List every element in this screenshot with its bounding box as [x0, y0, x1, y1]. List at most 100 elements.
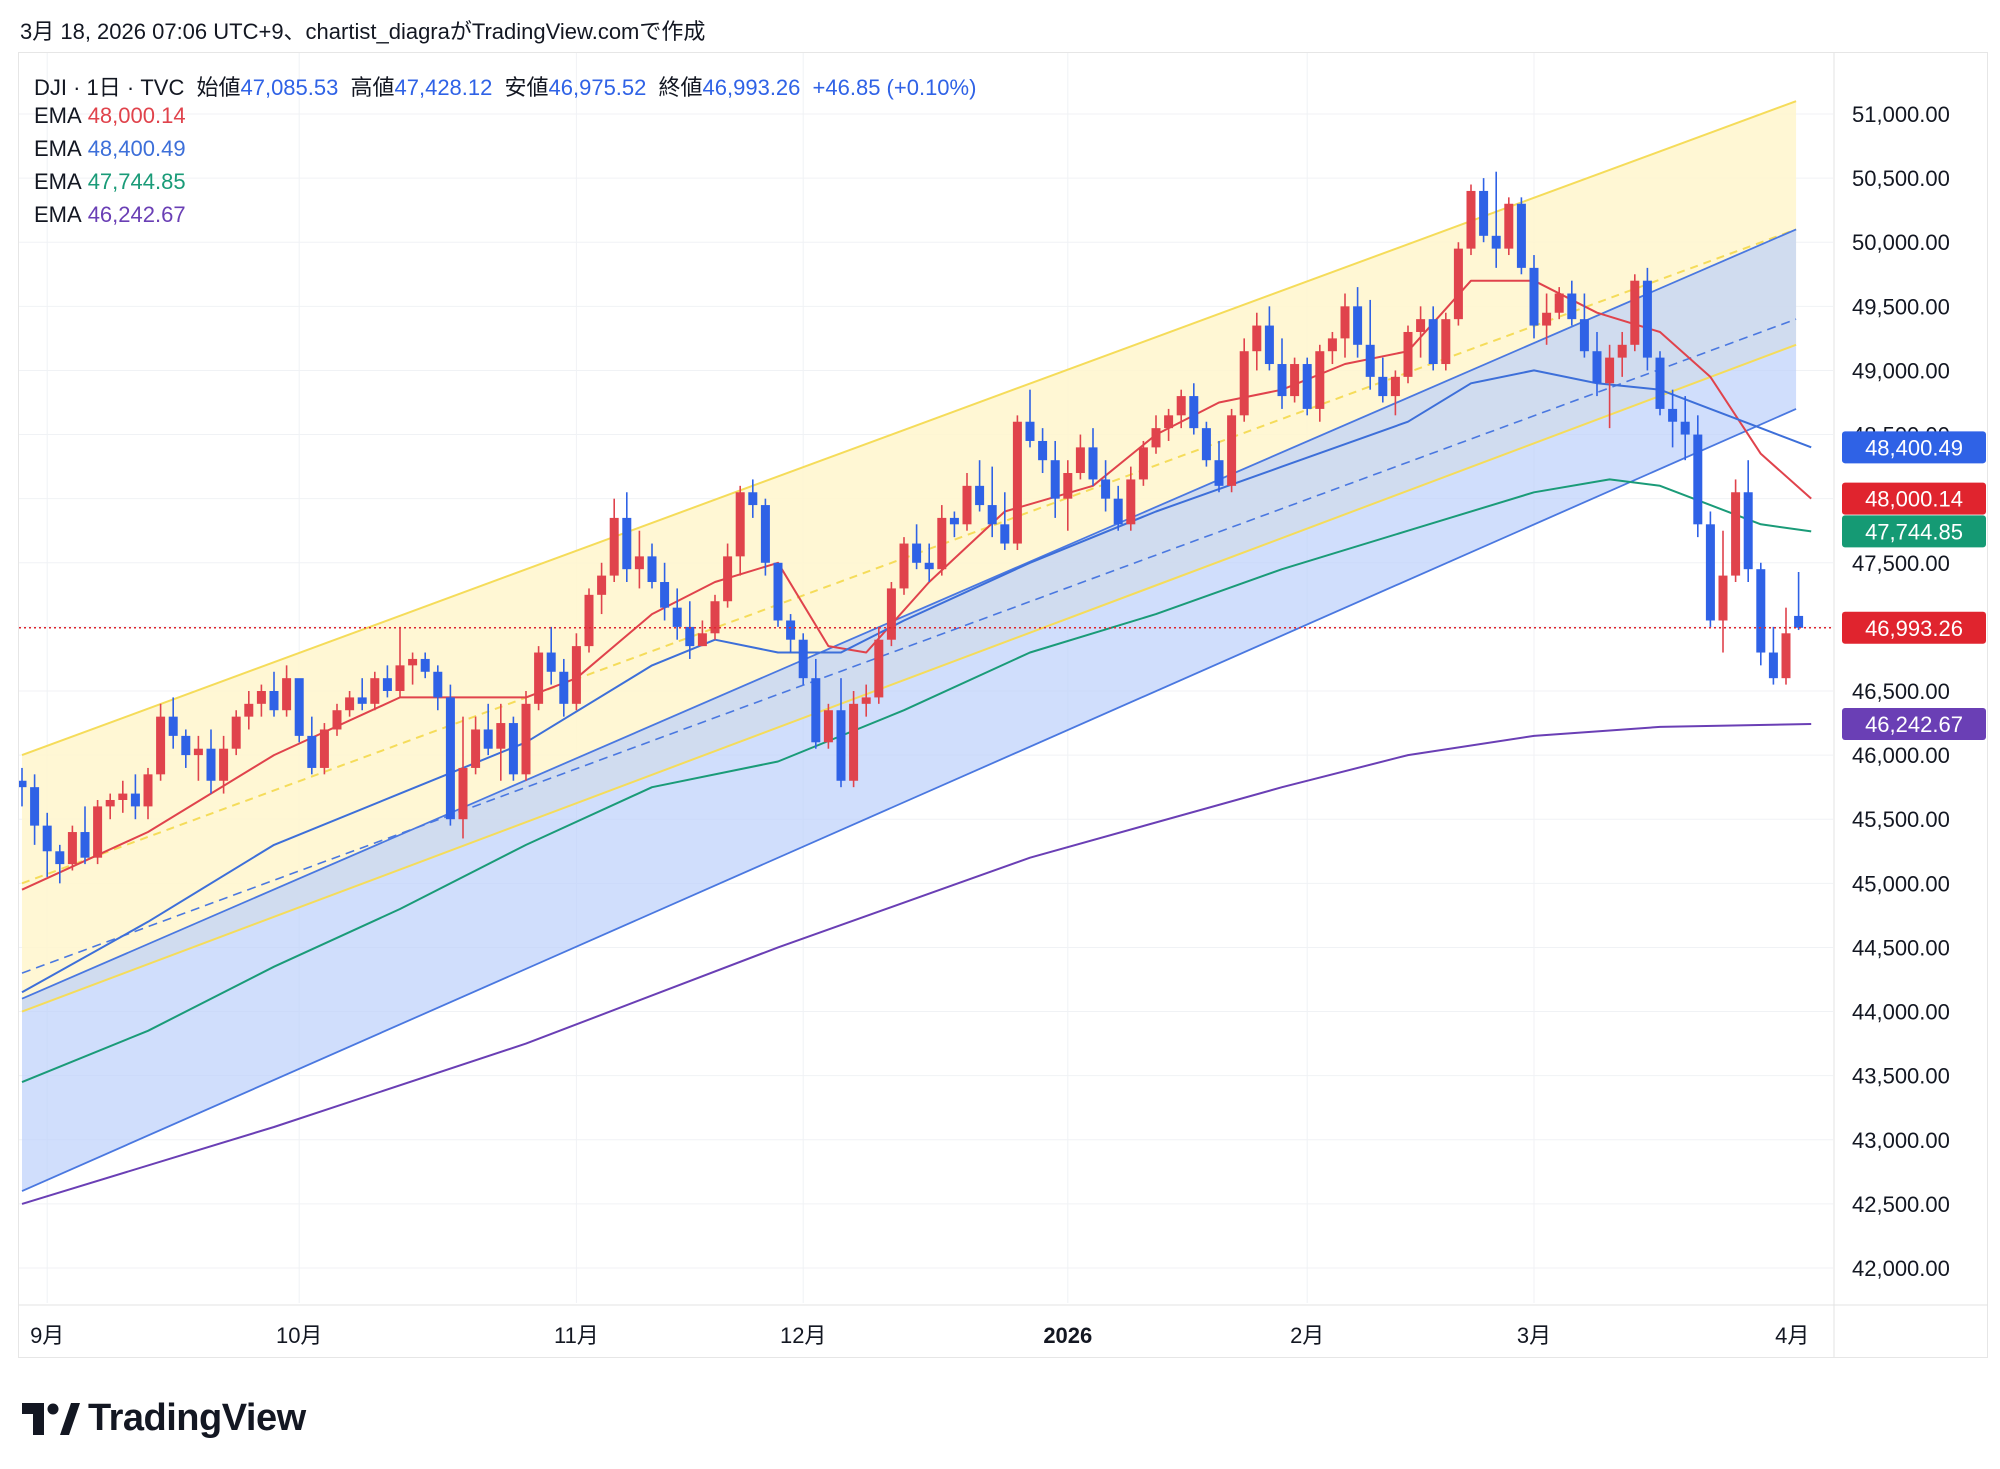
ema-label: EMA [34, 202, 82, 227]
candle [1680, 396, 1690, 461]
candle-body [886, 588, 896, 640]
ema-label: EMA [34, 136, 82, 161]
candle-body [1617, 344, 1627, 358]
candle [19, 767, 27, 807]
candle [370, 671, 380, 711]
price-tick-label: 49,500.00 [1852, 294, 1950, 319]
candle [949, 511, 959, 538]
close-label: 終値 [658, 75, 703, 100]
candle [1138, 440, 1148, 486]
candle-body [735, 492, 745, 557]
candle [345, 691, 355, 717]
ema-legend-2[interactable]: EMA 48,400.49 [34, 136, 192, 162]
open-value: 47,085.53 [240, 75, 339, 100]
candle [1579, 293, 1589, 358]
price-pill: 46,242.67 [1842, 707, 1986, 740]
candle-body [748, 492, 758, 506]
candle [1705, 511, 1715, 627]
candle [1453, 242, 1463, 326]
time-tick-label: 4月 [1775, 1323, 1809, 1348]
candle [546, 626, 556, 685]
candle-body [395, 665, 405, 691]
candle-body [1063, 473, 1073, 499]
candle-body [496, 723, 506, 749]
candle [748, 479, 758, 518]
chart-caption: 3月 18, 2026 07:06 UTC+9、chartist_diagraが… [20, 19, 706, 44]
candle [458, 716, 468, 839]
candle [181, 729, 191, 768]
candle [823, 703, 833, 749]
candle [1012, 415, 1022, 550]
candle [1630, 274, 1640, 352]
candle [1227, 408, 1237, 493]
tradingview-logo-icon [22, 1402, 80, 1435]
symbol-ohlc-legend[interactable]: DJI · 1日 · TVC 始値47,085.53 高値47,428.12 安… [34, 70, 982, 102]
tradingview-logo[interactable]: TradingView [22, 1397, 306, 1440]
candle [1327, 331, 1337, 365]
low-label: 安値 [504, 75, 549, 100]
candle [30, 774, 40, 845]
candle-body [294, 678, 304, 736]
candle-body [546, 652, 556, 672]
candle [609, 498, 619, 583]
candle-body [1453, 248, 1463, 320]
candle-body [1088, 447, 1098, 480]
candle [836, 678, 846, 788]
candle [937, 505, 947, 576]
candle [1542, 293, 1552, 345]
candle [1252, 312, 1262, 371]
candle-body [1705, 524, 1715, 621]
candles [19, 171, 1804, 884]
candle [395, 626, 405, 698]
candle-body [19, 780, 27, 788]
candle [445, 684, 455, 826]
candle-body [1466, 190, 1476, 249]
candle [874, 626, 884, 704]
ema-label: EMA [34, 103, 82, 128]
candle [1050, 440, 1060, 518]
candle [1718, 530, 1728, 653]
candle-body [1693, 434, 1703, 525]
candle-body [1239, 351, 1249, 416]
candle-body [1252, 325, 1262, 352]
candle-body [1151, 428, 1161, 448]
close-value: 46,993.26 [702, 75, 801, 100]
ema-line-3 [21, 478, 1812, 1084]
candle [1151, 415, 1161, 454]
ema-value: 48,000.14 [87, 103, 186, 128]
candle-body [1479, 190, 1489, 236]
candle-body [1365, 344, 1375, 377]
high-label: 高値 [350, 75, 395, 100]
candle-body [1542, 312, 1552, 326]
ema-legend-3[interactable]: EMA 47,744.85 [34, 169, 192, 195]
time-tick-label: 9月 [30, 1323, 64, 1348]
price-tick-label: 45,000.00 [1852, 871, 1950, 896]
brand-name: TradingView [88, 1397, 306, 1439]
ema-legend-4[interactable]: EMA 46,242.67 [34, 202, 192, 228]
candle-body [1605, 357, 1615, 384]
price-pill-bg [1842, 707, 1986, 740]
price-tick-label: 49,000.00 [1852, 358, 1950, 383]
candle [786, 614, 796, 653]
candle-body [710, 601, 720, 634]
candle [244, 691, 254, 730]
ema-legend-1[interactable]: EMA 48,000.14 [34, 103, 192, 129]
candle [130, 774, 140, 820]
candle-body [332, 710, 342, 730]
candle [1428, 306, 1438, 371]
candle-body [723, 556, 733, 602]
price-tick-label: 50,000.00 [1852, 230, 1950, 255]
candle [471, 716, 481, 775]
candle-body [584, 594, 594, 647]
candle [93, 799, 103, 865]
candle [1302, 357, 1312, 416]
candle-body [445, 697, 455, 820]
candle [1668, 389, 1678, 448]
candle [1794, 571, 1804, 631]
candle [861, 684, 871, 717]
candle-body [80, 832, 90, 858]
chart-frame[interactable] [18, 52, 1988, 1358]
candle [1554, 287, 1564, 320]
candle [760, 498, 770, 576]
